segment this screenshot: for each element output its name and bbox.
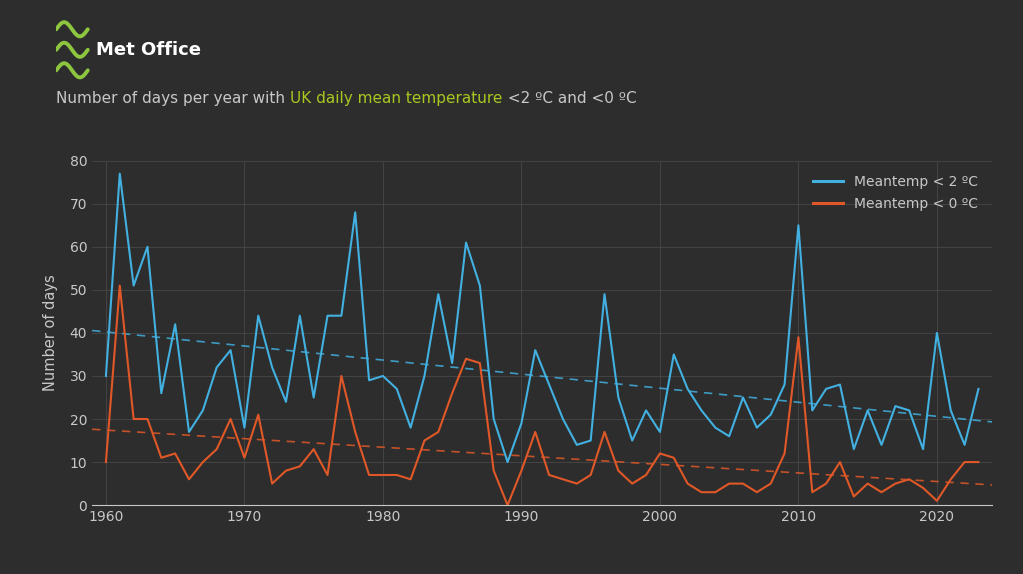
Legend: Meantemp < 2 ºC, Meantemp < 0 ºC: Meantemp < 2 ºC, Meantemp < 0 ºC bbox=[806, 168, 985, 218]
Y-axis label: Number of days: Number of days bbox=[43, 274, 58, 391]
Text: UK daily mean temperature: UK daily mean temperature bbox=[291, 91, 502, 106]
Text: Number of days per year with: Number of days per year with bbox=[56, 91, 291, 106]
Text: Met Office: Met Office bbox=[96, 41, 202, 59]
Text: <2 ºC and <0 ºC: <2 ºC and <0 ºC bbox=[502, 91, 636, 106]
